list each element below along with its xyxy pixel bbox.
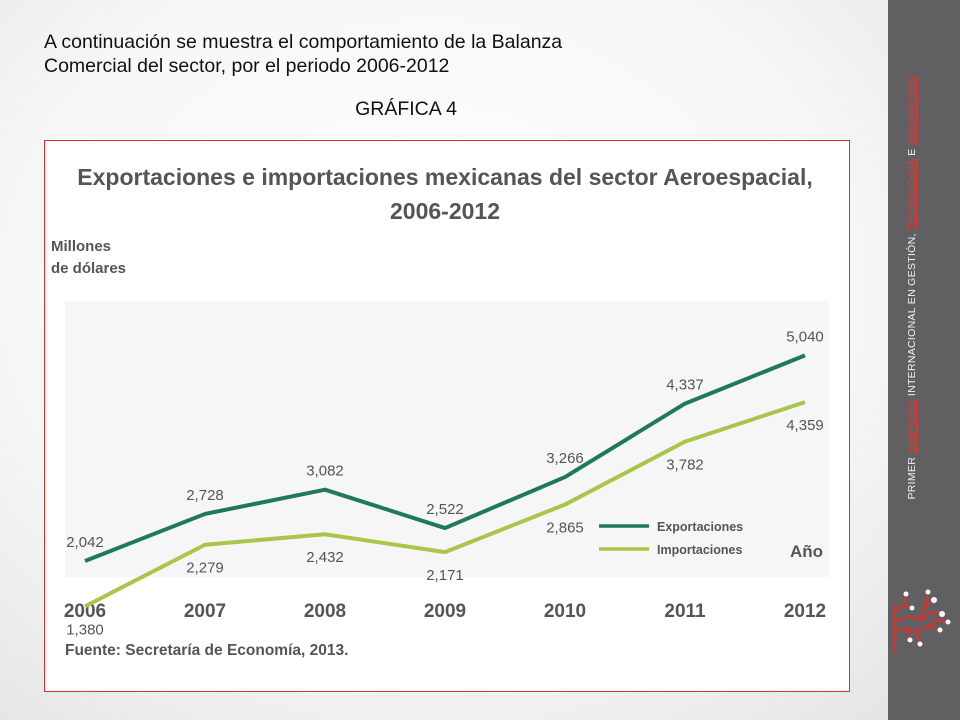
- data-label-exportaciones-2008: 3,082: [306, 463, 344, 480]
- intro-text: A continuación se muestra el comportamie…: [44, 30, 744, 78]
- chart-frame: Exportaciones e importaciones mexicanas …: [44, 140, 850, 692]
- banner-part-3: INTERNACIONAL EN GESTIÓN,: [906, 230, 918, 400]
- chart-source: Fuente: Secretaría de Economía, 2013.: [65, 642, 348, 659]
- chart-svg: Exportaciones e importaciones mexicanas …: [51, 164, 829, 659]
- banner-part-1: PRIMER: [906, 453, 918, 500]
- data-label-exportaciones-2010: 3,266: [546, 450, 584, 467]
- y-axis-label-line-1: Millones: [51, 238, 111, 255]
- intro-line-1: A continuación se muestra el comportamie…: [44, 31, 563, 53]
- x-tick-label-2011: 2011: [664, 601, 706, 622]
- x-tick-label-2006: 2006: [64, 601, 106, 622]
- chart-subtitle: GRÁFICA 4: [355, 98, 457, 120]
- x-axis-label: Año: [790, 542, 823, 561]
- banner-part-4: TECNOLOGÍA: [906, 158, 918, 231]
- x-tick-label-2010: 2010: [544, 601, 586, 622]
- data-label-exportaciones-2011: 4,337: [666, 377, 704, 394]
- x-tick-label-2012: 2012: [784, 601, 826, 622]
- data-label-importaciones-2010: 2,865: [546, 520, 584, 537]
- data-label-importaciones-2006: 1,380: [66, 621, 104, 638]
- banner-part-5: E: [906, 145, 918, 159]
- x-tick-label-2007: 2007: [184, 601, 226, 622]
- plot-area: [65, 301, 829, 577]
- legend-label-exportaciones: Exportaciones: [657, 520, 743, 534]
- legend-label-importaciones: Importaciones: [657, 543, 742, 557]
- banner-part-6: INNOVACIÓN: [906, 76, 918, 146]
- data-label-importaciones-2011: 3,782: [666, 457, 704, 474]
- data-label-exportaciones-2012: 5,040: [786, 328, 824, 345]
- banner-part-2: SIMPOSIO: [906, 399, 918, 454]
- data-label-exportaciones-2009: 2,522: [426, 501, 464, 518]
- chart-title-line-2: 2006-2012: [390, 198, 500, 224]
- x-tick-label-2009: 2009: [424, 601, 466, 622]
- data-label-importaciones-2012: 4,359: [786, 417, 824, 434]
- series-line-importaciones: [84, 400, 806, 609]
- y-axis-label-line-2: de dólares: [51, 260, 126, 277]
- chart-title-line-1: Exportaciones e importaciones mexicanas …: [77, 164, 812, 190]
- sidebar: [888, 0, 960, 720]
- data-label-importaciones-2009: 2,171: [426, 567, 464, 584]
- data-label-importaciones-2007: 2,279: [186, 560, 224, 577]
- symposium-banner: PRIMER SIMPOSIO INTERNACIONAL EN GESTIÓN…: [902, 28, 922, 548]
- data-label-exportaciones-2006: 2,042: [66, 534, 104, 551]
- data-label-exportaciones-2007: 2,728: [186, 487, 224, 504]
- tree-logo-icon: [892, 589, 951, 654]
- chart-marks: 2006 2007 2008 2009 2010 2011 2012 2,042 2,728 3,…: [64, 328, 826, 638]
- intro-line-2: Comercial del sector, por el periodo 200…: [44, 55, 450, 77]
- series-line-exportaciones: [84, 353, 806, 563]
- x-tick-label-2008: 2008: [304, 601, 346, 622]
- data-label-importaciones-2008: 2,432: [306, 549, 344, 566]
